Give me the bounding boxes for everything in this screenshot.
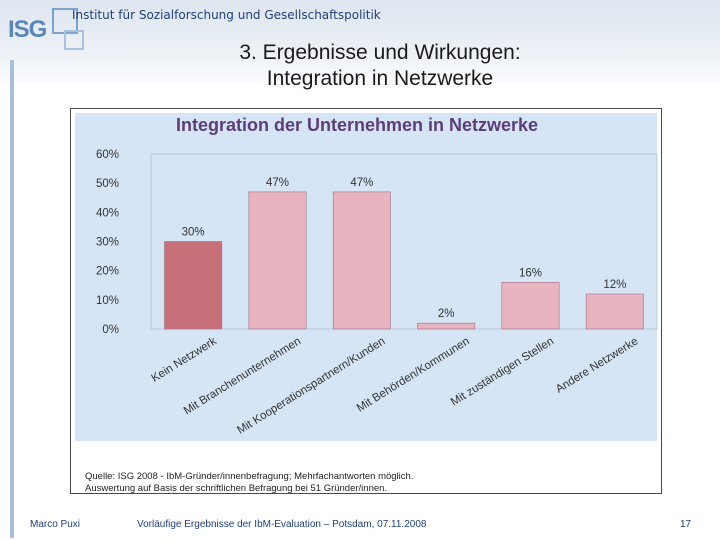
source-note-line2: Auswertung auf Basis der schriftlichen B… (85, 483, 387, 493)
left-accent-bar (10, 60, 14, 538)
slide-title: 3. Ergebnisse und Wirkungen: Integration… (180, 40, 580, 92)
bars (164, 191, 644, 330)
bar (248, 191, 307, 330)
bar-value-label: 47% (266, 177, 289, 189)
logo-square-small-icon (64, 30, 84, 50)
chart-frame: Integration der Unternehmen in Netzwerke… (70, 108, 662, 494)
y-axis-ticks: 0% 10% 20% 30% 40% 50% 60% (96, 149, 119, 336)
footer-page-number: 17 (680, 519, 692, 530)
source-note-line1: Quelle: ISG 2008 - IbM-Gründer/innenbefr… (85, 471, 413, 482)
bar-value-label: 12% (603, 279, 626, 291)
y-tick-label: 30% (96, 237, 119, 249)
bar (417, 322, 476, 330)
y-tick-label: 40% (96, 207, 119, 219)
chart-title: Integration der Unternehmen in Netzwerke (176, 115, 538, 135)
bar-value-label: 2% (438, 308, 455, 320)
y-tick-label: 60% (96, 149, 119, 161)
bar-value-label: 47% (350, 177, 373, 189)
y-tick-label: 0% (102, 324, 119, 336)
slide-title-line1: 3. Ergebnisse und Wirkungen: (239, 41, 521, 64)
y-tick-label: 50% (96, 178, 119, 190)
bar (332, 191, 391, 330)
isg-logo: ISG (8, 8, 84, 58)
footer-description: Vorläufige Ergebnisse der IbM-Evaluation… (137, 519, 427, 530)
slide-title-line2: Integration in Netzwerke (266, 67, 494, 90)
bar-value-label: 16% (519, 267, 542, 279)
institute-name: Institut für Sozialforschung und Gesells… (72, 8, 381, 22)
bar-chart: Integration der Unternehmen in Netzwerke… (75, 113, 658, 493)
bar-value-label: 30% (182, 227, 205, 239)
y-tick-label: 10% (96, 295, 119, 307)
bar (164, 241, 223, 330)
value-labels: 30% 47% 47% 2% 16% 12% (182, 177, 627, 320)
footer-author: Marco Puxi (30, 519, 81, 530)
y-tick-label: 20% (96, 266, 119, 278)
logo-text: ISG (8, 16, 47, 43)
bar (585, 293, 644, 330)
bar (501, 282, 560, 330)
bar-plot-area (150, 153, 658, 330)
header-band (0, 0, 720, 92)
